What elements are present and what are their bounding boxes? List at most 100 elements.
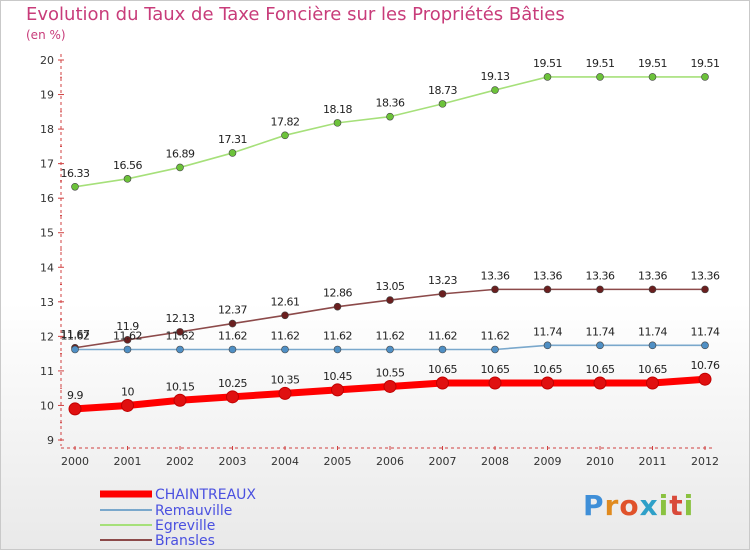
- data-point: [71, 182, 79, 191]
- logo-letter: P: [583, 489, 605, 522]
- data-point: [176, 163, 184, 172]
- data-point: [648, 341, 657, 350]
- logo-letter: r: [604, 489, 620, 522]
- data-point: [386, 112, 394, 121]
- data-label: 11.62: [428, 329, 457, 342]
- data-point: [386, 345, 394, 354]
- data-point: [438, 290, 447, 298]
- data-point: [701, 341, 709, 350]
- data-point: [596, 73, 604, 81]
- data-label: 11.74: [638, 325, 667, 338]
- y-tick-label: 15: [40, 227, 54, 240]
- data-point: [333, 119, 342, 127]
- logo-letter: o: [619, 489, 640, 522]
- data-point: [593, 376, 607, 390]
- data-label: 10: [121, 385, 134, 398]
- data-label: 10.45: [323, 370, 352, 383]
- data-point: [436, 376, 449, 390]
- data-point: [701, 73, 709, 81]
- data-label: 18.18: [323, 103, 352, 116]
- x-tick-label: 2012: [691, 455, 719, 468]
- data-label: 11.9: [116, 320, 139, 333]
- legend-label: Bransles: [155, 533, 215, 549]
- data-label: 13.36: [533, 269, 562, 282]
- data-label: 11.74: [691, 325, 720, 338]
- data-point: [71, 345, 79, 354]
- x-tick-label: 2002: [166, 455, 194, 468]
- data-point: [228, 319, 237, 328]
- data-point: [648, 285, 657, 294]
- data-label: 12.61: [271, 295, 300, 308]
- data-point: [228, 345, 237, 354]
- data-label: 10.65: [586, 363, 615, 376]
- data-label: 11.62: [61, 329, 90, 342]
- data-point: [121, 398, 134, 412]
- data-label: 16.56: [113, 159, 142, 172]
- data-point: [333, 345, 342, 354]
- data-label: 16.33: [61, 167, 90, 180]
- y-tick-label: 10: [40, 399, 54, 412]
- y-tick-label: 9: [47, 434, 54, 447]
- data-label: 11.74: [533, 325, 562, 338]
- data-label: 12.37: [218, 304, 247, 317]
- data-point: [438, 100, 447, 108]
- data-label: 19.51: [638, 57, 667, 70]
- y-tick-label: 16: [40, 192, 54, 205]
- data-label: 13.36: [638, 269, 667, 282]
- data-point: [491, 285, 499, 294]
- data-label: 10.35: [271, 373, 300, 386]
- legend-label: CHAINTREAUX: [155, 487, 256, 503]
- logo-letter: i: [658, 489, 670, 522]
- proxiti-logo: Proxiti: [583, 489, 694, 522]
- data-point: [281, 311, 289, 320]
- y-tick-label: 19: [40, 89, 54, 102]
- data-point: [491, 345, 499, 354]
- data-label: 11.62: [323, 329, 352, 342]
- data-point: [123, 345, 132, 354]
- data-point: [176, 345, 184, 354]
- data-label: 17.31: [218, 133, 247, 146]
- x-tick-label: 2011: [639, 455, 667, 468]
- data-label: 11.62: [376, 329, 405, 342]
- x-tick-label: 2005: [324, 455, 352, 468]
- data-point: [543, 341, 552, 350]
- chart-title: Evolution du Taux de Taxe Foncière sur l…: [26, 4, 565, 25]
- data-point: [226, 390, 239, 404]
- data-point: [646, 376, 659, 390]
- data-label: 17.82: [271, 115, 300, 128]
- y-tick-label: 11: [40, 365, 54, 378]
- data-point: [123, 175, 132, 183]
- data-point: [543, 285, 552, 294]
- data-point: [491, 86, 499, 94]
- data-label: 13.36: [481, 269, 510, 282]
- data-label: 12.86: [323, 287, 352, 300]
- data-label: 10.15: [166, 380, 195, 393]
- data-point: [596, 285, 604, 294]
- data-point: [698, 372, 712, 386]
- data-point: [176, 328, 184, 336]
- data-point: [701, 285, 709, 294]
- data-point: [123, 336, 132, 344]
- data-label: 13.23: [428, 274, 457, 287]
- data-label: 19.51: [691, 57, 720, 70]
- data-label: 11.62: [166, 329, 195, 342]
- data-point: [228, 149, 237, 157]
- data-label: 10.25: [218, 377, 247, 390]
- data-label: 11.62: [481, 329, 510, 342]
- y-tick-label: 12: [40, 330, 54, 343]
- data-point: [278, 386, 292, 400]
- data-label: 9.9: [67, 389, 83, 402]
- data-label: 11.74: [586, 325, 615, 338]
- data-point: [383, 379, 397, 393]
- data-label: 18.36: [376, 97, 405, 110]
- data-label: 12.13: [166, 312, 195, 325]
- legend-label: Remauville: [155, 503, 232, 519]
- data-label: 11.62: [218, 329, 247, 342]
- data-point: [438, 345, 447, 354]
- data-point: [173, 393, 187, 407]
- x-tick-label: 2000: [61, 455, 89, 468]
- y-tick-label: 20: [40, 54, 54, 67]
- y-tick-label: 13: [40, 296, 54, 309]
